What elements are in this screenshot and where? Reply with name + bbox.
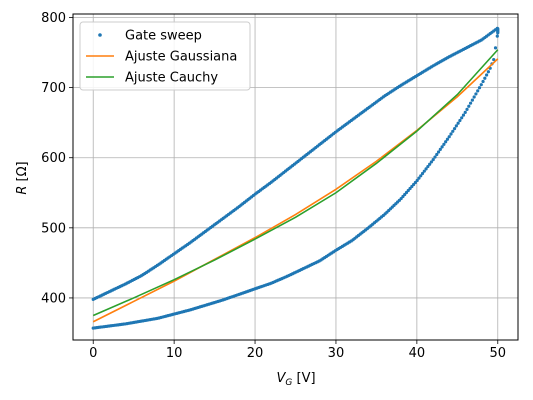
x-tick-label: 30: [328, 346, 345, 361]
gate-sweep-point-lower: [429, 160, 434, 164]
x-tick-label: 10: [166, 346, 183, 361]
legend-label-gate-sweep: Gate sweep: [125, 29, 202, 44]
gate-sweep-point-lower: [465, 107, 469, 111]
gate-sweep-point-lower: [442, 142, 446, 146]
gate-sweep-point-lower: [477, 86, 482, 90]
x-axis-ticks: 0 10 20 30 40 50: [89, 340, 506, 361]
y-tick-label: 400: [41, 291, 66, 306]
gate-sweep-point-lower: [483, 76, 487, 80]
gate-sweep-point-lower: [431, 157, 435, 162]
series-line-ajuste-cauchy: [92, 49, 499, 317]
gate-sweep-point-lower: [454, 124, 458, 128]
legend-label-ajuste-gaussiana: Ajuste Gaussiana: [125, 50, 237, 65]
gate-sweep-point-lower: [449, 132, 453, 136]
x-tick-label: 20: [247, 346, 264, 361]
gate-sweep-point-lower: [458, 118, 462, 123]
gate-sweep-point-lower: [444, 140, 448, 144]
gate-sweep-point-lower: [467, 104, 471, 108]
gate-sweep-point-lower: [424, 167, 428, 171]
gate-sweep-point-lower: [486, 70, 490, 74]
gate-sweep-point-lower: [492, 57, 496, 62]
gate-sweep-point-lower: [452, 126, 457, 131]
gate-sweep-point-lower: [426, 164, 430, 169]
gate-sweep-point-lower: [479, 83, 483, 87]
gate-sweep-point-lower: [436, 150, 441, 154]
y-axis-ticks: 400 500 600 700 800: [41, 11, 73, 306]
gate-sweep-point-lower: [463, 110, 467, 114]
gate-sweep-point-lower: [493, 46, 498, 50]
gate-sweep-point-lower: [447, 135, 451, 139]
gate-sweep-point-lower: [474, 92, 478, 96]
gate-sweep-point-lower: [451, 129, 455, 133]
gate-sweep-point-lower: [420, 171, 425, 176]
gate-sweep-point-lower: [485, 73, 489, 77]
gate-sweep-point-lower: [415, 178, 419, 183]
y-tick-label: 800: [41, 11, 66, 26]
y-tick-label: 500: [41, 221, 66, 236]
legend-marker-gate-sweep: [98, 33, 102, 37]
gate-sweep-point-lower: [456, 121, 460, 125]
plot-frame: [72, 13, 519, 341]
legend-box: [79, 21, 251, 91]
gate-sweep-point-lower: [417, 176, 421, 180]
gate-sweep-point-lower: [428, 162, 432, 166]
grid: [73, 14, 518, 340]
gate-sweep-point-lower: [481, 79, 485, 84]
gate-sweep-point-lower: [470, 98, 474, 102]
y-axis-label: R [Ω]: [15, 161, 30, 194]
gate-sweep-point-lower: [461, 113, 466, 117]
gate-sweep-point-lower: [472, 95, 476, 99]
gate-sweep-point-lower: [495, 34, 499, 38]
gate-sweep-point-lower: [438, 147, 442, 152]
gate-sweep-point-lower: [419, 174, 423, 178]
y-tick-label: 700: [41, 81, 66, 96]
gate-sweep-point-turn: [496, 27, 500, 31]
series-gate-sweep: [91, 26, 500, 330]
legend: Gate sweep Ajuste Gaussiana Ajuste Cauch…: [79, 21, 251, 91]
gate-sweep-point-lower: [468, 101, 473, 105]
x-axis-label: VG [V]: [276, 371, 315, 388]
x-tick-label: 50: [489, 346, 506, 361]
gate-sweep-point-lower: [422, 169, 426, 173]
plot-series: [91, 26, 500, 330]
x-tick-label: 40: [409, 346, 426, 361]
gate-sweep-point-lower: [440, 145, 444, 149]
legend-label-ajuste-cauchy: Ajuste Cauchy: [125, 71, 218, 86]
x-tick-label: 0: [89, 346, 97, 361]
gate-sweep-point-lower: [435, 152, 439, 157]
gate-sweep-point-lower: [433, 155, 437, 159]
y-tick-label: 600: [41, 151, 66, 166]
gate-sweep-point-lower: [460, 116, 464, 120]
gate-sweep-point-lower: [476, 89, 480, 93]
gate-sweep-point-lower: [445, 137, 450, 141]
